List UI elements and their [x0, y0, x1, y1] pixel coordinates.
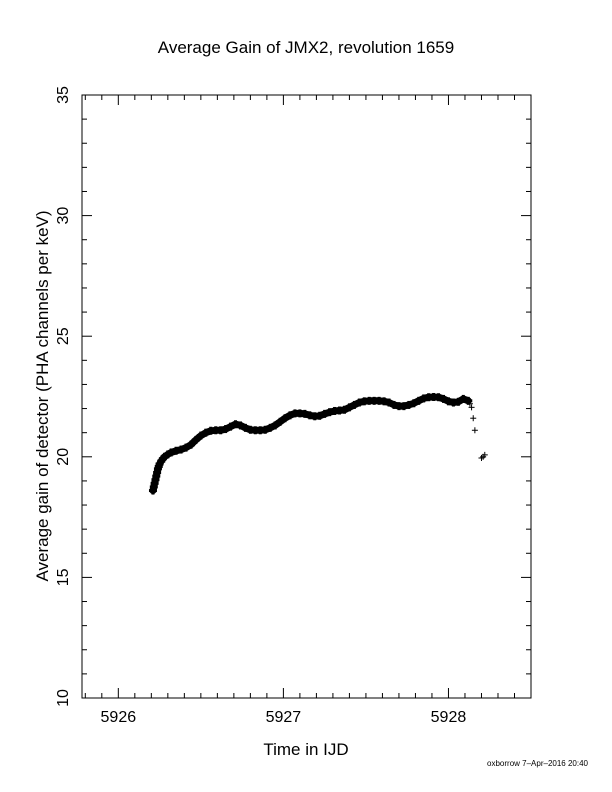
- plot-frame: [81, 94, 532, 699]
- x-axis: 5926 5927 5928: [84, 95, 532, 726]
- x-tick-label: 5926: [101, 709, 137, 726]
- y-tick-label: 15: [55, 568, 72, 586]
- y-axis-label: Average gain of detector (PHA channels p…: [33, 210, 52, 581]
- data-series: [148, 392, 488, 495]
- dense-point-band: [149, 393, 472, 495]
- y-tick-label: 35: [55, 86, 72, 104]
- x-tick-label: 5928: [431, 709, 467, 726]
- data-point: [481, 451, 488, 458]
- y-tick-label: 30: [55, 207, 72, 225]
- footer-credit: oxborrow 7–Apr–2016 20:40: [487, 759, 588, 768]
- x-tick-label: 5927: [266, 709, 302, 726]
- y-tick-label: 20: [55, 448, 72, 466]
- x-axis-label: Time in IJD: [263, 740, 348, 759]
- chart-title: Average Gain of JMX2, revolution 1659: [158, 38, 454, 57]
- data-point: [471, 427, 478, 434]
- data-point: [468, 404, 475, 411]
- y-tick-label: 25: [55, 327, 72, 345]
- y-axis: 10 15 20 25 30 35: [55, 86, 531, 707]
- data-point: [470, 415, 477, 422]
- y-tick-label: 10: [55, 689, 72, 707]
